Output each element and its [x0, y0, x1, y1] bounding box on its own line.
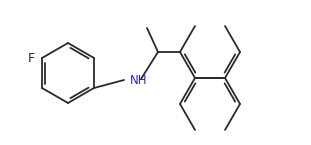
- Text: F: F: [28, 51, 35, 65]
- Text: NH: NH: [130, 74, 147, 87]
